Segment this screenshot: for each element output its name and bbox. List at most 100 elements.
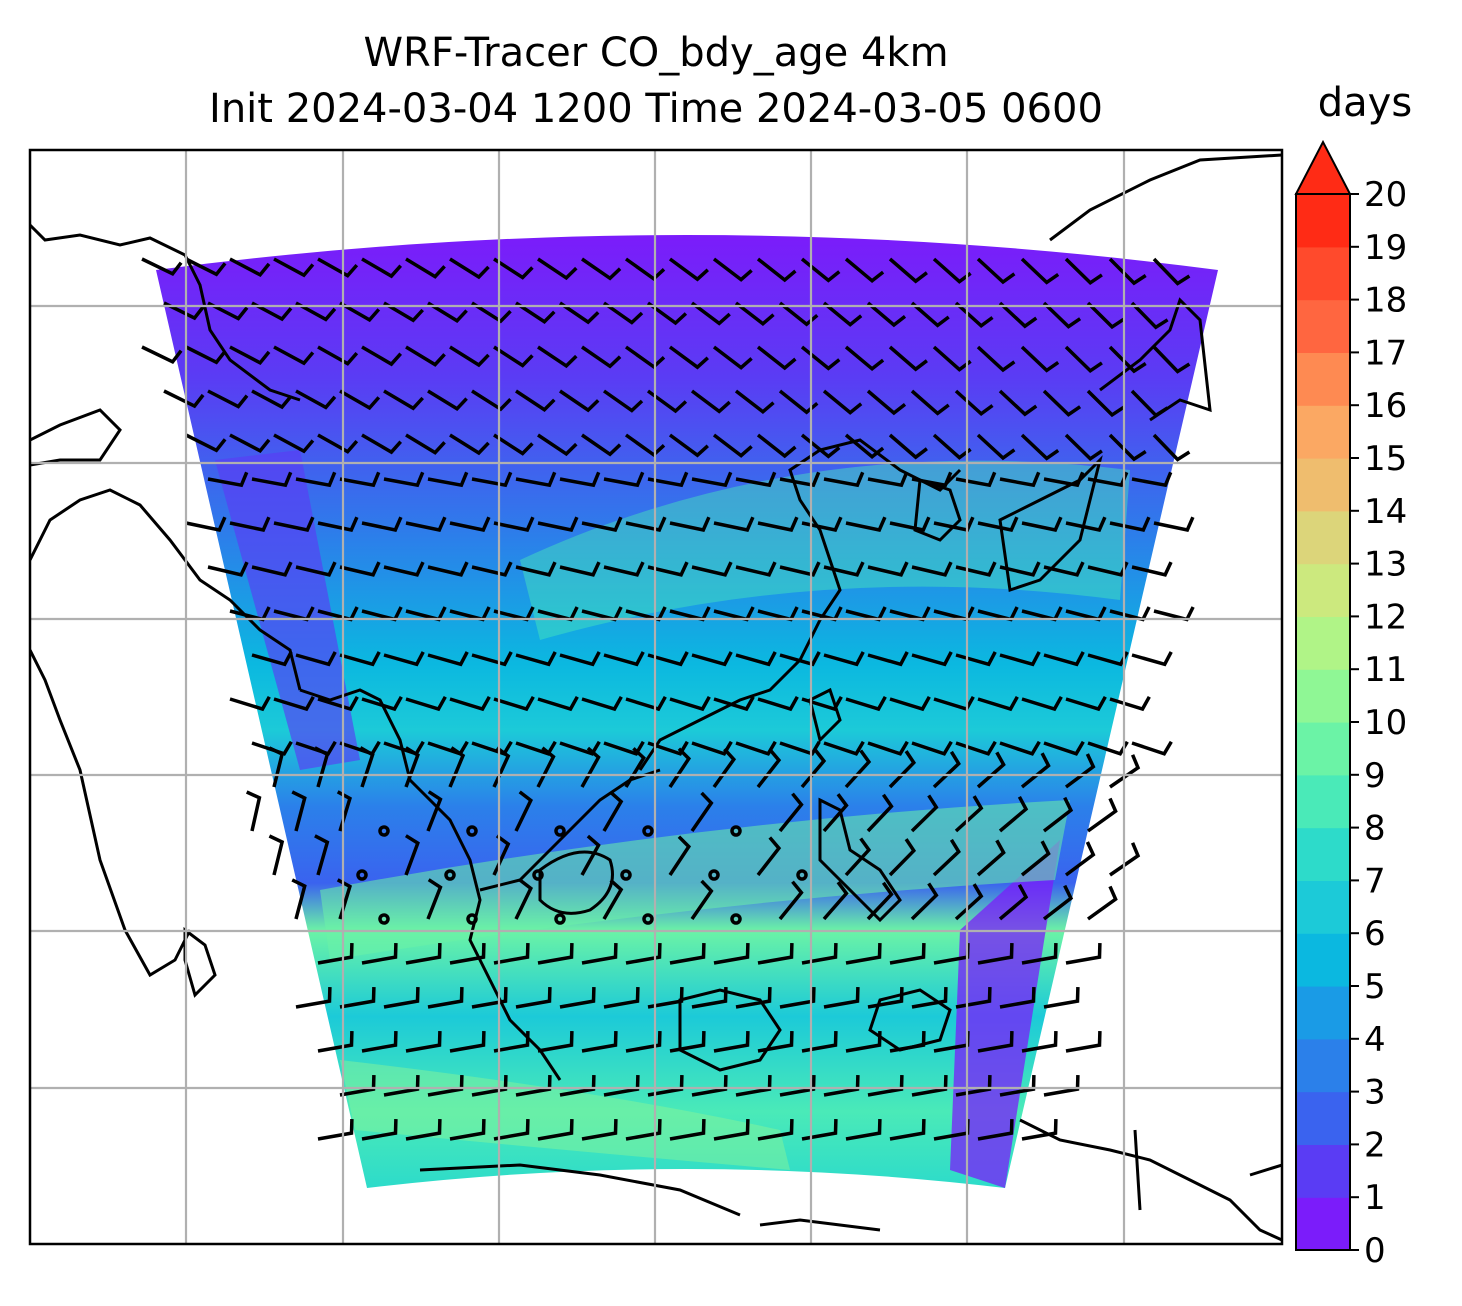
wind-barb [229, 516, 271, 533]
wind-barb [625, 516, 667, 533]
wind-barb [977, 1119, 1014, 1141]
wind-barb [976, 839, 1006, 877]
wind-barb [756, 433, 797, 459]
gridlines [30, 150, 1282, 1244]
wind-barb [668, 835, 692, 876]
calm-wind-marker [730, 825, 742, 837]
wind-barb [427, 389, 468, 412]
wind-barb [1043, 987, 1080, 1009]
wind-barb [712, 257, 753, 282]
wind-barb [779, 740, 821, 756]
wind-barb [823, 987, 860, 1009]
wind-barb [668, 257, 709, 282]
wind-barb [449, 257, 490, 280]
wind-barb [845, 943, 882, 965]
colorbar-segment [1296, 405, 1350, 459]
wind-barb [977, 695, 1019, 712]
colorbar-tick-label: 4 [1364, 1020, 1386, 1060]
colorbar-tick-label: 9 [1364, 756, 1386, 796]
wind-barb [822, 389, 863, 415]
wind-barb [207, 471, 249, 488]
wind-barb [1130, 301, 1169, 330]
colorbar-tick-label: 17 [1364, 333, 1407, 373]
wind-barb [889, 1119, 926, 1141]
wind-barb [712, 345, 753, 370]
wind-barb [449, 1119, 486, 1141]
wind-barb [603, 740, 645, 756]
wind-barb [954, 883, 984, 921]
wind-barb [229, 345, 271, 366]
wind-barb [779, 651, 821, 667]
colorbar-segment [1296, 510, 1350, 565]
wind-barb [1042, 884, 1074, 921]
wind-barb [317, 943, 354, 965]
wind-barb [1109, 516, 1151, 533]
wind-barb [537, 433, 578, 457]
wind-barb [976, 433, 1016, 461]
wind-barb [405, 345, 446, 367]
wind-barb [493, 516, 535, 533]
colorbar-tick-label: 5 [1364, 967, 1386, 1007]
wind-barb [295, 389, 337, 410]
colorbar-tick-label: 1 [1364, 1178, 1386, 1218]
wind-barb [581, 433, 622, 457]
wind-barb [998, 795, 1029, 833]
wind-barb [822, 793, 849, 833]
wind-barb [1086, 389, 1125, 418]
wind-barb [317, 345, 359, 366]
wind-barb [449, 1031, 486, 1053]
wind-barb [317, 1031, 354, 1053]
wind-barb [581, 345, 622, 369]
colorbar-tick-label: 0 [1364, 1231, 1386, 1271]
wind-barb [845, 516, 887, 533]
wind-barb [449, 695, 491, 712]
colorbar-tick-label: 2 [1364, 1125, 1386, 1165]
wind-barb [998, 883, 1029, 921]
wind-barb [537, 1031, 574, 1053]
calm-wind-marker [378, 913, 390, 925]
wind-barb [314, 834, 330, 876]
wind-barb [383, 301, 424, 323]
wind-barb [735, 651, 777, 667]
calm-wind-marker [532, 869, 544, 881]
wind-barb [1020, 433, 1060, 461]
wind-barb [1131, 471, 1173, 488]
wind-barb [493, 433, 534, 456]
wind-barb [141, 257, 183, 276]
wind-barb [317, 257, 359, 278]
wind-barb [889, 516, 931, 533]
map-frame [28, 148, 1284, 1246]
wind-barb [537, 943, 574, 965]
wind-barb [713, 1119, 750, 1141]
wind-barb [911, 987, 948, 1009]
colorbar-tick-label: 16 [1364, 386, 1407, 426]
wind-barb [515, 471, 557, 488]
colorbar-segment [1296, 827, 1350, 881]
wind-barb [537, 345, 578, 369]
wind-barb [823, 740, 865, 756]
wind-barb [625, 943, 662, 965]
wind-barb [449, 943, 486, 965]
colorbar-segment [1296, 1144, 1350, 1198]
wind-barb [537, 1119, 574, 1141]
wind-barb [888, 433, 928, 460]
wind-barb [779, 471, 821, 488]
wind-barb [295, 651, 337, 667]
wind-barb [559, 389, 600, 413]
wind-barb [998, 389, 1038, 417]
map-title-line-2: Init 2024-03-04 1200 Time 2024-03-05 060… [209, 86, 1103, 132]
wind-barb [691, 471, 733, 488]
wind-barb [295, 561, 337, 577]
wind-barb [1109, 754, 1141, 789]
wind-barb [295, 987, 332, 1009]
wind-barb [383, 389, 424, 411]
tracer-age-east-low [950, 840, 1060, 1188]
colorbar-tick-label: 10 [1364, 703, 1407, 743]
wind-barb [251, 651, 293, 667]
colorbar-segment [1296, 1038, 1350, 1093]
wind-barb [514, 790, 533, 832]
wind-barb [888, 257, 928, 284]
wind-barb [866, 301, 907, 328]
wind-barb [251, 389, 293, 410]
wind-barb [889, 695, 931, 712]
